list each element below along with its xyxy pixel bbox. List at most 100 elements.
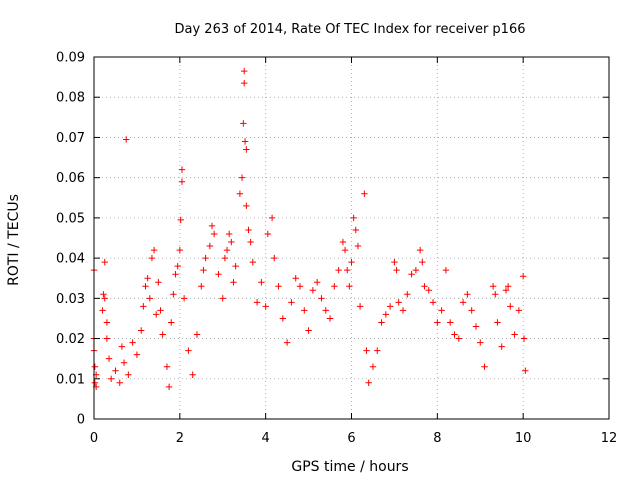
data-point xyxy=(91,363,99,370)
data-point xyxy=(504,283,512,290)
data-point xyxy=(112,367,119,374)
data-point xyxy=(288,299,295,306)
data-point xyxy=(344,266,351,274)
data-point xyxy=(429,299,437,306)
data-point xyxy=(354,242,362,250)
data-point xyxy=(301,307,308,314)
data-point xyxy=(515,307,523,314)
data-point xyxy=(481,363,488,370)
data-point xyxy=(105,355,113,362)
data-point xyxy=(223,246,231,254)
data-point xyxy=(228,238,235,246)
data-point xyxy=(129,339,136,346)
data-point xyxy=(346,283,353,290)
data-point xyxy=(326,315,334,322)
data-point xyxy=(292,275,299,282)
y-tick-label: 0 xyxy=(77,413,85,428)
y-tick-label: 0.02 xyxy=(56,332,85,347)
data-point xyxy=(322,307,329,314)
data-point xyxy=(168,319,175,326)
y-tick-label: 0.09 xyxy=(56,51,85,66)
data-point xyxy=(133,351,141,358)
data-point xyxy=(176,246,184,254)
data-point xyxy=(178,166,186,173)
data-point xyxy=(404,291,411,298)
data-point xyxy=(438,307,445,314)
y-tick-label: 0.03 xyxy=(56,292,85,307)
data-point xyxy=(419,258,426,266)
data-point xyxy=(361,190,368,197)
data-point xyxy=(356,303,364,310)
data-point xyxy=(399,307,407,314)
data-point xyxy=(148,254,156,262)
data-point xyxy=(258,279,265,286)
data-point xyxy=(502,287,510,294)
grid-lines xyxy=(94,57,609,419)
data-point xyxy=(150,246,158,254)
data-point xyxy=(309,287,317,294)
data-point xyxy=(331,283,338,290)
data-point xyxy=(208,222,216,230)
y-tick-label: 0.08 xyxy=(56,91,85,106)
data-point xyxy=(352,226,359,234)
data-point xyxy=(210,230,218,238)
data-point xyxy=(447,319,454,326)
data-point xyxy=(236,190,244,197)
data-point xyxy=(103,335,111,342)
data-point xyxy=(99,307,106,314)
data-point xyxy=(369,363,377,370)
data-point xyxy=(180,295,188,302)
data-point xyxy=(189,371,196,378)
data-points xyxy=(90,67,529,391)
data-point xyxy=(153,311,160,318)
x-axis-label: GPS time / hours xyxy=(291,459,408,475)
data-point xyxy=(155,279,162,286)
data-point xyxy=(230,279,237,286)
data-point xyxy=(283,339,291,346)
data-point xyxy=(193,331,201,338)
data-point xyxy=(271,254,278,262)
data-point xyxy=(241,67,248,75)
data-point xyxy=(221,254,229,262)
data-point xyxy=(138,327,145,334)
data-point xyxy=(341,246,349,254)
data-point xyxy=(243,202,250,210)
data-point xyxy=(247,238,254,246)
data-point xyxy=(174,262,181,270)
y-tick-label: 0.07 xyxy=(56,131,85,146)
data-point xyxy=(318,295,325,302)
data-point xyxy=(393,266,400,274)
data-point xyxy=(519,273,527,280)
data-point xyxy=(120,359,128,366)
data-point xyxy=(140,303,147,310)
chart-title: Day 263 of 2014, Rate Of TEC Index for r… xyxy=(175,22,526,37)
data-point xyxy=(107,375,115,382)
data-point xyxy=(159,331,166,338)
x-tick-label: 6 xyxy=(347,431,355,446)
data-point xyxy=(382,311,390,318)
data-point xyxy=(522,367,529,374)
data-point xyxy=(339,238,347,246)
data-point xyxy=(219,295,226,302)
data-point xyxy=(116,379,123,386)
data-point xyxy=(146,295,153,302)
data-point xyxy=(459,299,467,306)
x-tick-label: 4 xyxy=(262,431,270,446)
data-point xyxy=(144,275,151,282)
data-point xyxy=(165,383,173,391)
data-point xyxy=(225,230,233,238)
data-point xyxy=(374,347,381,354)
data-point xyxy=(386,303,394,310)
data-point xyxy=(305,327,312,334)
data-point xyxy=(416,246,424,254)
data-point xyxy=(100,291,107,298)
y-tick-label: 0.01 xyxy=(56,372,85,387)
data-point xyxy=(262,303,269,310)
data-point xyxy=(425,287,432,294)
data-point xyxy=(170,291,177,298)
y-axis-label: ROTI / TECUs xyxy=(6,194,22,286)
data-point xyxy=(241,79,248,87)
data-point xyxy=(492,291,499,298)
x-tick-label: 12 xyxy=(601,431,618,446)
data-point xyxy=(434,319,441,326)
